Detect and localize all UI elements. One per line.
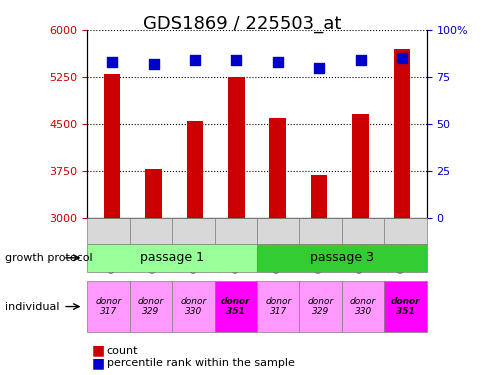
- Text: individual: individual: [5, 302, 59, 312]
- Text: passage 1: passage 1: [140, 251, 204, 264]
- Text: donor
351: donor 351: [390, 297, 420, 316]
- Text: donor
329: donor 329: [307, 297, 333, 316]
- Text: ■: ■: [92, 344, 105, 358]
- Bar: [393, 49, 409, 217]
- Point: [150, 61, 157, 67]
- Text: donor
330: donor 330: [180, 297, 206, 316]
- Text: percentile rank within the sample: percentile rank within the sample: [106, 358, 294, 368]
- Bar: [145, 169, 162, 217]
- Bar: [351, 114, 368, 218]
- Point: [315, 64, 322, 70]
- Text: passage 3: passage 3: [309, 251, 373, 264]
- Text: donor
329: donor 329: [137, 297, 164, 316]
- Text: donor
351: donor 351: [221, 297, 250, 316]
- Bar: [227, 77, 244, 218]
- Bar: [269, 117, 286, 218]
- Text: GDS1869 / 225503_at: GDS1869 / 225503_at: [143, 15, 341, 33]
- Text: donor
317: donor 317: [265, 297, 291, 316]
- Point: [191, 57, 198, 63]
- Text: count: count: [106, 346, 138, 355]
- Bar: [104, 74, 120, 217]
- Bar: [186, 121, 203, 218]
- Bar: [310, 175, 327, 217]
- Text: donor
330: donor 330: [349, 297, 376, 316]
- Point: [397, 55, 405, 61]
- Point: [232, 57, 240, 63]
- Point: [356, 57, 363, 63]
- Text: ■: ■: [92, 356, 105, 370]
- Text: donor
317: donor 317: [95, 297, 121, 316]
- Text: growth protocol: growth protocol: [5, 253, 92, 263]
- Point: [273, 59, 281, 65]
- Point: [108, 59, 116, 65]
